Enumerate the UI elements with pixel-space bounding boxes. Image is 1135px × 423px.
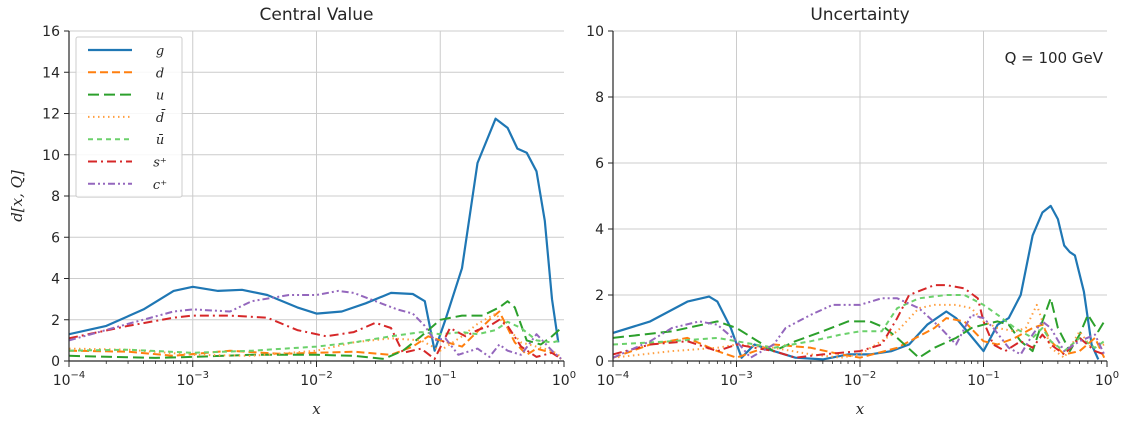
series-line-5 [613, 294, 1105, 353]
x-tick-label: 10−2 [300, 370, 333, 389]
legend: gdu d̄ ū s⁺ c⁺ [75, 36, 183, 198]
series-line-4 [69, 312, 562, 358]
y-tick-label: 14 [42, 65, 60, 81]
legend-label: ū [156, 133, 164, 148]
series-line-3 [613, 297, 1106, 359]
x-tick-label: 10−3 [176, 370, 209, 389]
legend-label: c⁺ [153, 178, 167, 193]
y-tick-label: 12 [42, 107, 60, 123]
y-tick-label: 0 [595, 354, 604, 370]
scale-annotation: Q = 100 GeV [1005, 49, 1104, 67]
y-tick-label: 8 [51, 189, 60, 205]
uncertainty-panel: 0 2 4 6 8 10 10−4 10−3 10−2 10−1 100 Uncertainty x Q … [586, 5, 1119, 418]
series-group [69, 117, 562, 360]
series-line-1 [69, 117, 560, 352]
legend-label: g [156, 44, 164, 59]
y-tick-label: 6 [51, 230, 60, 246]
x-tick-label: 10−4 [597, 370, 630, 389]
y-tick-label: 10 [586, 24, 604, 40]
panel-title: Uncertainty [810, 5, 909, 25]
series-line-7 [613, 297, 1106, 359]
series-line-6 [69, 314, 562, 360]
legend-label: u [156, 89, 164, 104]
y-tick-label: 10 [42, 148, 60, 164]
series-line-6 [613, 284, 1105, 359]
y-tick-label: 4 [51, 272, 60, 288]
y-axis-label: d[x, Q] [8, 170, 26, 222]
x-tick-label: 10−1 [424, 370, 457, 389]
series-line-2 [69, 310, 562, 360]
y-tick-label: 16 [42, 24, 60, 40]
series-group [613, 204, 1106, 361]
legend-label: s⁺ [153, 156, 167, 171]
x-axis-label: x [856, 400, 865, 418]
x-tick-label: 10−2 [844, 370, 877, 389]
series-line-7 [69, 289, 562, 360]
x-tick-label: 100 [552, 370, 576, 389]
y-tick-label: 4 [595, 222, 604, 238]
x-tick-label: 10−4 [53, 370, 86, 389]
x-tick-label: 10−1 [967, 370, 1000, 389]
y-tick-label: 6 [595, 156, 604, 172]
y-tick-label: 2 [595, 288, 604, 304]
central-value-panel: 0 2 4 6 8 10 12 14 16 10−4 10−3 10−2 10−1 100 Central … [8, 5, 576, 418]
series-line-3 [69, 300, 562, 360]
series-line-5 [69, 320, 562, 354]
series-line-1 [613, 204, 1100, 361]
panel-title: Central Value [260, 5, 374, 25]
legend-label: d [156, 66, 164, 81]
x-tick-label: 10−3 [720, 370, 753, 389]
x-axis-label: x [312, 400, 321, 418]
series-line-2 [613, 317, 1106, 359]
legend-label: d̄ [156, 109, 166, 126]
x-tick-label: 100 [1095, 370, 1119, 389]
y-tick-label: 2 [51, 313, 60, 329]
y-tick-label: 8 [595, 90, 604, 106]
y-tick-label: 0 [51, 354, 60, 370]
